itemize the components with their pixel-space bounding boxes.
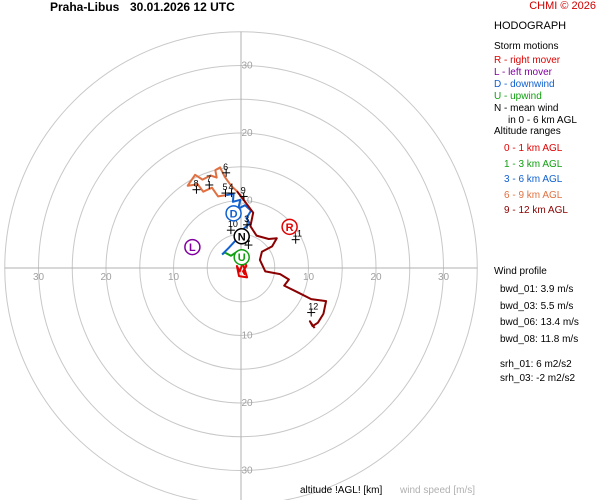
storm-motion-legend-item: L - left mover bbox=[494, 67, 552, 78]
hodograph-segment bbox=[186, 166, 238, 198]
altitude-axis-label: altitude !AGL! [km] bbox=[300, 485, 383, 496]
altitude-legend-item: 6 - 9 km AGL bbox=[504, 189, 563, 201]
altitude-legend-item: 1 - 3 km AGL bbox=[504, 158, 563, 170]
bwd-item: bwd_06: 13.4 m/s bbox=[500, 317, 579, 328]
height-mark-label: 8 bbox=[193, 179, 198, 189]
height-mark-label: 11 bbox=[293, 229, 302, 239]
wind-profile-section: Wind profile bwd_01: 3.9 m/s bwd_03: 5.5 … bbox=[494, 266, 600, 387]
hodograph-segment bbox=[236, 190, 328, 329]
wind-profile-title: Wind profile bbox=[494, 266, 547, 277]
storm-motion-label: R bbox=[286, 222, 294, 234]
storm-motions-title: Storm motions bbox=[494, 41, 559, 52]
srh-list: srh_01: 6 m2/s2 srh_03: -2 m2/s2 bbox=[494, 359, 600, 387]
bwd-item: bwd_03: 5.5 m/s bbox=[500, 300, 574, 312]
info-panel: HODOGRAPH bbox=[494, 20, 600, 32]
storm-motion-legend-item: R - right mover bbox=[494, 55, 561, 66]
altitude-legend-item: 3 - 6 km AGL bbox=[504, 174, 563, 185]
station-name: Praha-Libus bbox=[50, 0, 120, 14]
height-mark-label: 12 bbox=[308, 302, 318, 312]
height-mark-label: 6 bbox=[223, 162, 228, 172]
datetime: 30.01.2026 12 UTC bbox=[130, 0, 235, 14]
ring-label: 10 bbox=[241, 196, 253, 207]
ring-label: 30 bbox=[241, 61, 253, 72]
copyright: CHMI © 2026 bbox=[529, 0, 596, 12]
ring-labels: 10 10 10 10 20 20 20 20 30 30 30 30 bbox=[33, 61, 450, 477]
ring-label: 10 bbox=[303, 272, 315, 283]
height-mark-label: 4 bbox=[229, 182, 234, 192]
storm-motion-legend-item: N - mean wind bbox=[494, 103, 559, 114]
altitude-section: Altitude ranges 0 - 1 km AGL 1 - 3 km AGL… bbox=[494, 126, 600, 221]
altitude-list: 0 - 1 km AGL 1 - 3 km AGL 3 - 6 km AGL 6 - … bbox=[494, 143, 600, 221]
bwd-item: bwd_01: 3.9 m/s bbox=[500, 284, 574, 295]
ring-label: 10 bbox=[241, 331, 253, 342]
ring-label: 30 bbox=[33, 272, 45, 283]
altitude-title: Altitude ranges bbox=[494, 126, 561, 137]
srh-item: srh_01: 6 m2/s2 bbox=[500, 359, 572, 370]
ring-label: 20 bbox=[100, 272, 112, 283]
ring-label: 10 bbox=[168, 272, 180, 283]
storm-motion-circle bbox=[184, 238, 201, 256]
bwd-item: bwd_08: 11.8 m/s bbox=[500, 333, 579, 345]
ring-label: 30 bbox=[241, 466, 253, 477]
altitude-legend-item: 0 - 1 km AGL bbox=[504, 143, 563, 154]
storm-motion-label: N bbox=[238, 231, 246, 243]
panel-title: HODOGRAPH bbox=[494, 20, 567, 32]
storm-motion-label: L bbox=[189, 242, 196, 254]
speed-axis-label: wind speed [m/s] bbox=[400, 485, 476, 496]
height-mark-label: 5 bbox=[222, 182, 227, 192]
storm-motion-legend-item: D - downwind bbox=[494, 79, 555, 90]
storm-motion-label: U bbox=[238, 252, 246, 264]
height-mark-label: 9 bbox=[241, 185, 246, 195]
storm-motion-markers: R L D UN bbox=[184, 205, 298, 266]
height-mark-label: 10 bbox=[228, 219, 238, 229]
storm-motion-circle bbox=[225, 205, 242, 222]
ring-label: 30 bbox=[438, 272, 450, 283]
height-mark-label: 3 bbox=[244, 214, 249, 224]
mean-wind-note: in 0 - 6 km AGL bbox=[508, 115, 577, 126]
storm-motion-label: D bbox=[230, 208, 238, 220]
storm-motions-section: Storm motions R - right mover L - left mo… bbox=[494, 41, 600, 127]
storm-motion-circle bbox=[281, 218, 298, 236]
storm-motion-circle bbox=[233, 228, 250, 245]
storm-motions-list: R - right mover L - left mover D - downwin… bbox=[494, 55, 600, 115]
height-mark-label: 7 bbox=[206, 174, 211, 184]
ring-label: 20 bbox=[370, 272, 382, 283]
altitude-legend-item: 9 - 12 km AGL bbox=[504, 205, 568, 216]
storm-motion-legend-item: U - upwind bbox=[494, 91, 542, 102]
storm-motion-circle bbox=[233, 248, 250, 266]
ring-label: 20 bbox=[241, 398, 253, 409]
srh-item: srh_03: -2 m2/s2 bbox=[500, 373, 576, 384]
bwd-list: bwd_01: 3.9 m/s bwd_03: 5.5 m/s bwd_06: 13… bbox=[494, 284, 600, 350]
ring-label: 20 bbox=[241, 128, 253, 139]
